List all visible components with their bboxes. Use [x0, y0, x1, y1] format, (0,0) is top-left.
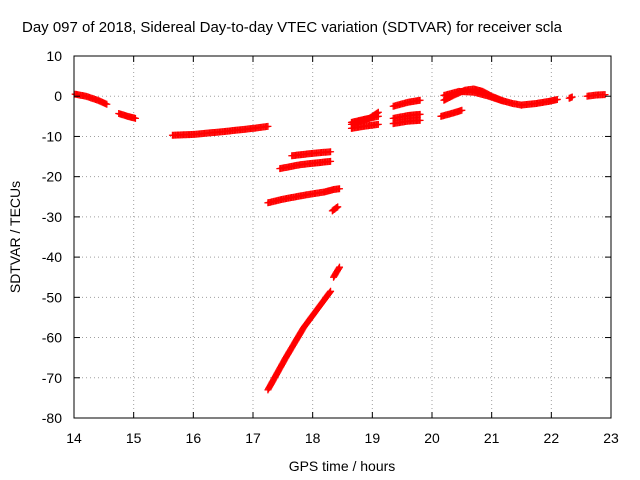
data-point [264, 122, 272, 130]
data-point [334, 203, 342, 211]
data-layer [71, 85, 609, 394]
data-point [553, 95, 561, 103]
data-point [336, 263, 344, 271]
data-point [333, 204, 341, 212]
data-point [103, 100, 111, 108]
data-point [373, 109, 381, 117]
data-point [131, 114, 139, 122]
data-point [327, 157, 335, 165]
x-tick-label: 14 [66, 430, 82, 446]
y-tick-label: 0 [54, 88, 62, 104]
data-point [416, 110, 424, 118]
ticks-layer: 14 15 16 17 18 19 20 21 22 23 10 0 -10 -20 -30 -40 -50 -6… [42, 48, 619, 446]
x-tick-label: 23 [603, 430, 619, 446]
y-tick-label: -50 [42, 289, 62, 305]
y-tick-label: -10 [42, 128, 62, 144]
data-point [326, 288, 334, 296]
x-tick-label: 15 [126, 430, 142, 446]
x-tick-label: 21 [484, 430, 500, 446]
plot-frame [73, 55, 612, 419]
data-point [327, 287, 335, 295]
y-tick-label: -80 [42, 410, 62, 426]
data-point [568, 93, 576, 101]
x-tick-label: 17 [245, 430, 261, 446]
grid-layer [74, 56, 611, 418]
y-tick-label: -60 [42, 330, 62, 346]
x-tick-label: 19 [365, 430, 381, 446]
data-point [336, 185, 344, 193]
y-tick-label: -70 [42, 370, 62, 386]
y-tick-label: -40 [42, 249, 62, 265]
x-tick-label: 16 [186, 430, 202, 446]
y-tick-label: -20 [42, 169, 62, 185]
data-point [335, 264, 343, 272]
data-point [327, 148, 335, 156]
chart-title: Day 097 of 2018, Sidereal Day-to-day VTE… [22, 19, 563, 36]
x-tick-label: 20 [424, 430, 440, 446]
data-point [458, 106, 466, 114]
data-point [601, 91, 609, 99]
data-point [416, 96, 424, 104]
x-tick-label: 22 [544, 430, 560, 446]
x-axis-label: GPS time / hours [289, 458, 396, 474]
y-tick-label: -30 [42, 209, 62, 225]
data-point [416, 116, 424, 124]
data-point [374, 108, 382, 116]
x-tick-label: 18 [305, 430, 321, 446]
data-point [374, 120, 382, 128]
y-tick-label: 10 [46, 48, 62, 64]
y-axis-label: SDTVAR / TECUs [7, 181, 23, 293]
